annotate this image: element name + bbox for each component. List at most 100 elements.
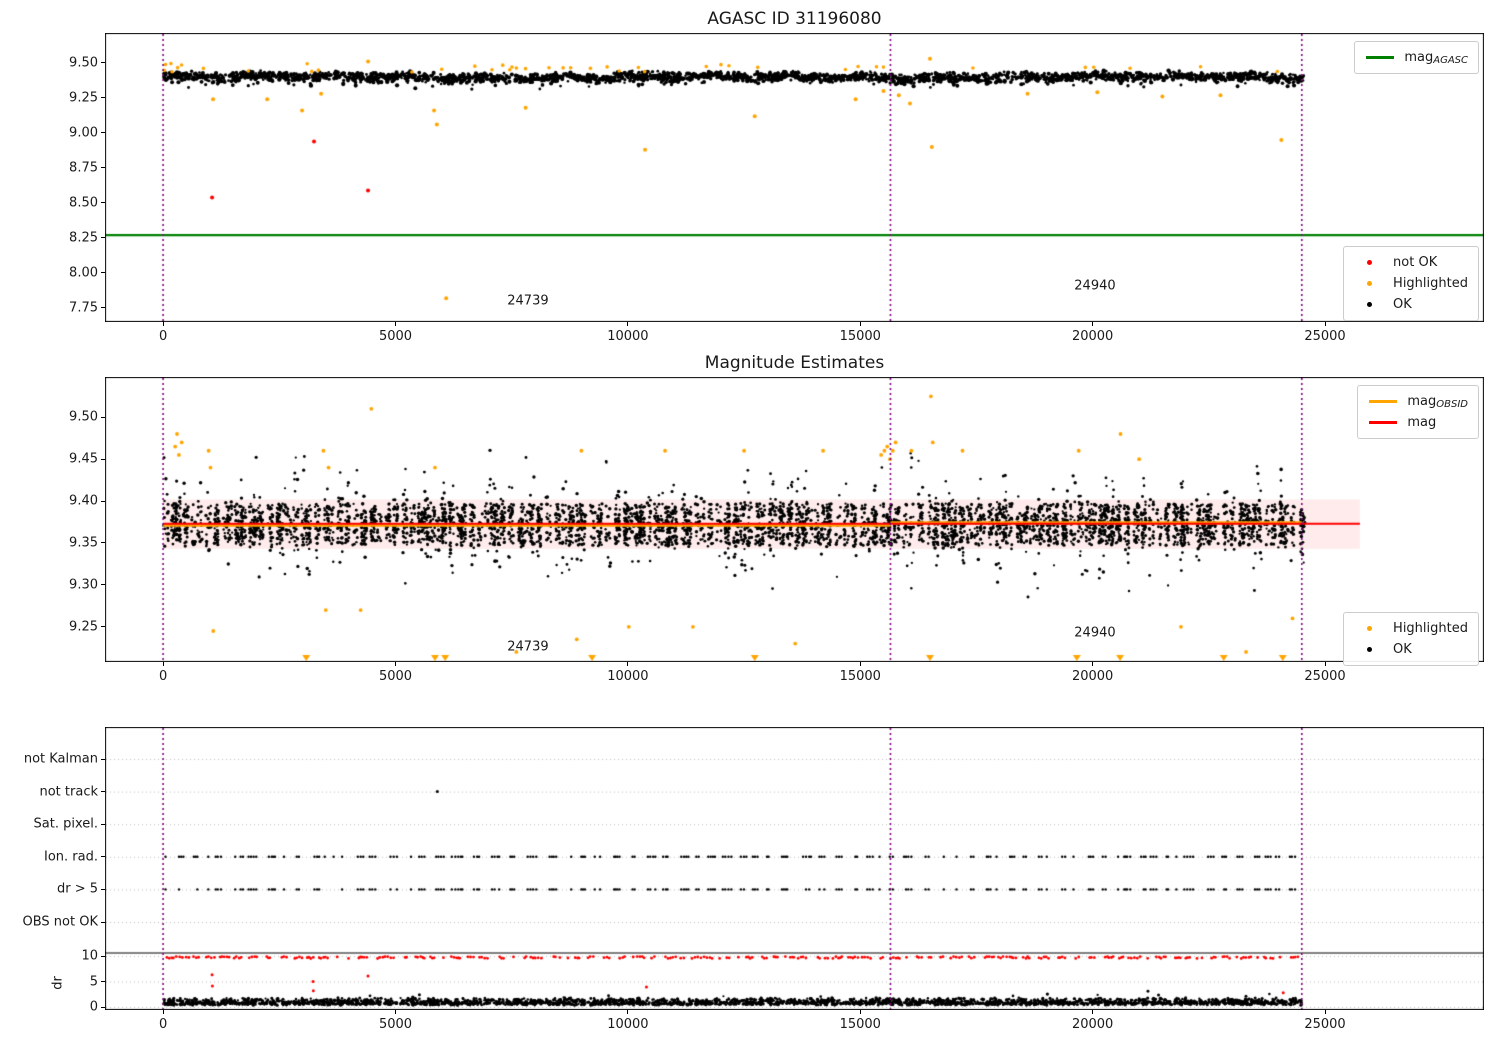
x-tick-mark: [1324, 1010, 1326, 1014]
x-tick-mark: [1092, 1010, 1094, 1014]
y-tick-label: 7.75: [69, 300, 98, 316]
y-tick-mark: [101, 542, 105, 544]
legend-label-mag: mag: [1407, 415, 1437, 430]
x-tick-mark: [394, 1010, 396, 1014]
y-tick-label: 9.40: [69, 493, 98, 509]
y-tick-label: 8.00: [69, 265, 98, 281]
y-tick-label: 9.50: [69, 409, 98, 425]
y-tick-mark: [101, 272, 105, 274]
y-tick-mark: [101, 888, 105, 890]
top-plot-title: AGASC ID 31196080: [707, 9, 882, 29]
ok-dot-swatch: [1366, 647, 1372, 652]
legend-entry-highlighted: Highlighted: [1354, 618, 1468, 639]
y-tick-mark: [101, 584, 105, 586]
x-tick-label: 25000: [1304, 669, 1346, 684]
middle-plot-title: Magnitude Estimates: [704, 353, 885, 373]
legend-label-highlighted: Highlighted: [1393, 276, 1468, 291]
y-tick-mark: [101, 791, 105, 793]
x-tick-mark: [394, 662, 396, 666]
y-tick-label: 9.45: [69, 451, 98, 467]
y-tick-label: 9.35: [69, 535, 98, 551]
flag-category-label: Sat. pixel.: [33, 816, 98, 832]
legend-mag-lines: magOBSID mag: [1357, 385, 1479, 439]
legend-label-ok: OK: [1393, 642, 1412, 657]
x-tick-label: 0: [158, 669, 168, 684]
obsid-annotation: 24739: [507, 639, 549, 655]
legend-entry-ok: OK: [1354, 294, 1468, 315]
legend-label-highlighted: Highlighted: [1393, 621, 1468, 636]
y-tick-label: 9.00: [69, 125, 98, 141]
y-tick-mark: [101, 758, 105, 760]
legend-entry-mag: mag: [1368, 412, 1468, 433]
x-tick-label: 0: [158, 329, 168, 344]
legend-middle-points: Highlighted OK: [1343, 612, 1479, 666]
y-tick-label: 8.50: [69, 195, 98, 211]
legend-label-mag-obsid: magOBSID: [1407, 393, 1468, 410]
legend-entry-not-ok: not OK: [1354, 252, 1468, 273]
y-tick-label: 9.25: [69, 90, 98, 106]
x-tick-mark: [1092, 662, 1094, 666]
x-tick-mark: [394, 322, 396, 326]
y-tick-mark: [101, 955, 105, 957]
y-tick-mark: [101, 416, 105, 418]
y-tick-mark: [101, 823, 105, 825]
y-tick-label: 9.30: [69, 577, 98, 593]
x-tick-mark: [859, 662, 861, 666]
x-tick-label: 15000: [839, 669, 881, 684]
y-tick-mark: [101, 202, 105, 204]
legend-label-not-ok: not OK: [1393, 255, 1438, 270]
x-tick-label: 20000: [1071, 329, 1114, 344]
top-plot: [105, 33, 1484, 322]
x-tick-label: 15000: [839, 329, 881, 344]
flag-category-label: dr > 5: [56, 881, 98, 897]
y-tick-mark: [101, 626, 105, 628]
x-tick-label: 5000: [378, 1017, 413, 1032]
obsid-annotation: 24940: [1074, 278, 1116, 294]
y-tick-mark: [101, 167, 105, 169]
x-tick-label: 15000: [839, 1017, 881, 1032]
middle-plot: [105, 377, 1484, 662]
y-tick-mark: [101, 237, 105, 239]
bottom-plot: [105, 727, 1484, 1010]
x-tick-label: 20000: [1071, 1017, 1114, 1032]
mag-line-swatch: [1369, 421, 1398, 424]
legend-top-points: not OK Highlighted OK: [1343, 246, 1479, 321]
y-tick-label: 9.50: [69, 55, 98, 71]
obsid-annotation: 24739: [507, 293, 549, 309]
flag-category-label: Ion. rad.: [44, 849, 98, 865]
legend-label-mag-agasc: magAGASC: [1404, 49, 1468, 66]
y-tick-mark: [101, 458, 105, 460]
flag-category-label: not track: [39, 784, 98, 800]
x-tick-mark: [1092, 322, 1094, 326]
y-tick-mark: [101, 856, 105, 858]
x-tick-label: 5000: [378, 669, 413, 684]
x-tick-mark: [859, 1010, 861, 1014]
legend-label-ok: OK: [1393, 297, 1412, 312]
x-tick-mark: [627, 662, 629, 666]
x-tick-label: 25000: [1304, 1017, 1346, 1032]
legend-swatch-cell: [1354, 281, 1384, 286]
x-tick-mark: [627, 322, 629, 326]
legend-swatch-cell: [1365, 56, 1395, 59]
highlighted-dot-swatch: [1366, 281, 1372, 286]
y-tick-mark: [101, 1006, 105, 1008]
x-tick-label: 0: [158, 1017, 168, 1032]
legend-swatch-cell: [1354, 302, 1384, 307]
x-tick-label: 10000: [607, 329, 649, 344]
y-tick-mark: [101, 62, 105, 64]
x-tick-mark: [1324, 322, 1326, 326]
mag-obsid-line-swatch: [1369, 400, 1398, 403]
legend-entry-highlighted: Highlighted: [1354, 273, 1468, 294]
y-tick-label: 9.25: [69, 619, 98, 635]
legend-swatch-cell: [1354, 626, 1384, 631]
x-tick-label: 25000: [1304, 329, 1346, 344]
dr-tick-label: 10: [81, 948, 98, 964]
dr-tick-label: 5: [89, 974, 98, 989]
x-tick-label: 10000: [607, 669, 649, 684]
y-tick-mark: [101, 132, 105, 134]
not-ok-dot-swatch: [1366, 260, 1372, 265]
x-tick-mark: [1324, 662, 1326, 666]
bottom-plot-canvas: [105, 727, 1484, 1010]
legend-entry-mag-obsid: magOBSID: [1368, 391, 1468, 412]
